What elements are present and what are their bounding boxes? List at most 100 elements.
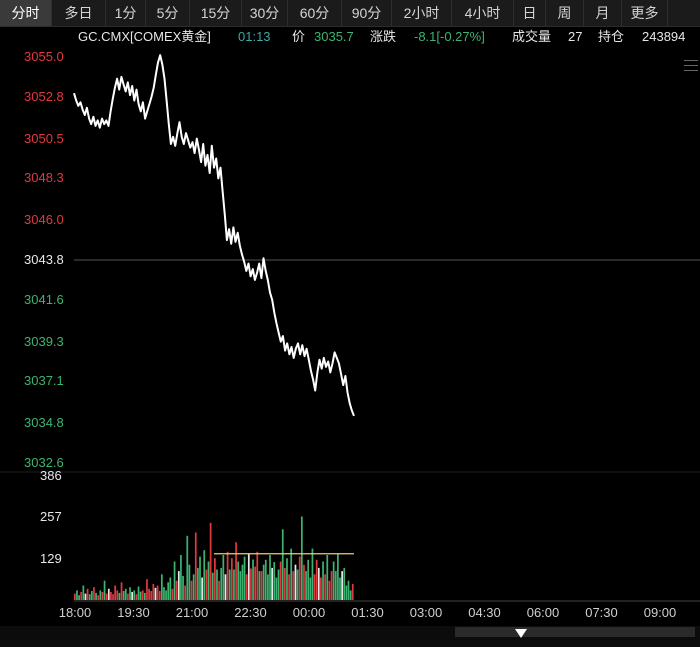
volume-bar — [199, 556, 201, 600]
volume-bar — [267, 574, 269, 600]
time-tick-label: 01:30 — [351, 605, 384, 620]
tab-0[interactable]: 分时 — [0, 0, 52, 26]
price-tick-label: 3037.1 — [24, 373, 64, 389]
price-tick-label: 3052.8 — [24, 88, 64, 104]
tab-3[interactable]: 5分 — [146, 0, 190, 26]
volume-bar — [129, 587, 131, 600]
volume-bar — [317, 567, 320, 600]
volume-bar — [78, 595, 80, 600]
time-tick-label: 09:00 — [643, 605, 677, 620]
volume-bar — [220, 567, 223, 600]
volume-bar — [167, 582, 170, 600]
volume-value: 27 — [568, 29, 583, 44]
change-value: -8.1[-0.27%] — [414, 29, 485, 44]
price-tick-label: 3050.5 — [24, 130, 64, 146]
time-tick-label: 22:30 — [234, 605, 267, 620]
tab-6[interactable]: 60分 — [288, 0, 342, 26]
volume-bar — [99, 590, 102, 600]
volume-bar — [351, 583, 354, 600]
volume-bar — [218, 580, 220, 600]
price-tick-label: 3041.6 — [24, 291, 64, 307]
volume-bar — [146, 579, 148, 600]
period-tab-bar: 分时 多日 1分 5分 15分 30分 60分 90分 2小时 4小时日周月更多 — [0, 0, 700, 27]
volume-bar — [152, 583, 155, 600]
volume-bar — [262, 564, 265, 600]
volume-bar — [269, 555, 271, 600]
volume-bar — [118, 592, 121, 600]
volume-bar — [345, 585, 348, 600]
volume-bar — [307, 559, 310, 600]
price-tick-label: 3034.8 — [24, 415, 64, 431]
volume-tick-label: 129 — [40, 550, 62, 566]
open-interest-value: 243894 — [642, 29, 686, 44]
volume-bar — [137, 586, 140, 600]
price-tick-label: 3055.0 — [24, 49, 64, 64]
volume-bar — [131, 592, 133, 600]
volume-bar — [192, 574, 195, 600]
volume-bar — [271, 567, 273, 600]
volume-bar — [190, 580, 193, 600]
volume-bar — [226, 551, 229, 600]
volume-bar — [93, 587, 95, 600]
volume-bar — [260, 571, 263, 600]
volume-bar — [101, 592, 104, 600]
volume-bar — [339, 577, 341, 600]
volume-bar — [177, 571, 180, 600]
volume-bar — [241, 564, 244, 600]
volume-bar — [343, 567, 346, 600]
tab-9[interactable]: 4小时 — [452, 0, 514, 26]
volume-bar — [281, 529, 284, 600]
menu-icon[interactable] — [684, 60, 698, 74]
volume-bar — [90, 591, 93, 600]
volume-bar — [135, 594, 138, 600]
time-tick-label: 06:00 — [526, 605, 560, 620]
volume-bar — [245, 574, 248, 600]
volume-bar — [237, 561, 240, 600]
volume-bar — [250, 568, 252, 600]
volume-bar — [120, 582, 123, 600]
tab-8[interactable]: 2小时 — [392, 0, 452, 26]
volume-bar — [194, 532, 197, 600]
volume-bar — [315, 559, 318, 600]
volume-bar — [201, 577, 203, 600]
volume-bar — [233, 569, 235, 600]
volume-bar — [326, 555, 329, 600]
volume-bar — [114, 585, 117, 600]
volume-bar — [186, 535, 189, 600]
volume-bar — [216, 569, 218, 600]
tab-13[interactable]: 更多 — [622, 0, 668, 26]
tab-11[interactable]: 周 — [546, 0, 584, 26]
volume-bar — [148, 588, 150, 600]
price-value: 3035.7 — [314, 29, 354, 44]
tab-5[interactable]: 30分 — [242, 0, 288, 26]
tab-12[interactable]: 月 — [584, 0, 622, 26]
volume-bar — [182, 575, 184, 600]
volume-bar — [154, 587, 157, 600]
volume-bar — [105, 593, 108, 600]
volume-bar — [332, 561, 335, 600]
volume-bar — [97, 595, 100, 600]
volume-bar — [173, 561, 176, 600]
volume-bar — [139, 591, 142, 600]
volume-bar — [180, 555, 182, 600]
volume-bar — [292, 571, 295, 600]
volume-bar — [169, 577, 172, 600]
tab-1[interactable]: 多日 — [52, 0, 106, 26]
time-scrollbar[interactable] — [455, 627, 695, 637]
volume-bar — [320, 577, 322, 600]
volume-bar — [347, 580, 350, 600]
volume-bar — [203, 550, 206, 600]
tab-7[interactable]: 90分 — [342, 0, 392, 26]
volume-bar — [286, 558, 288, 600]
volume-bar — [254, 566, 257, 600]
tab-4[interactable]: 15分 — [190, 0, 242, 26]
volume-bar — [303, 564, 305, 600]
time-tick-label: 04:30 — [468, 605, 501, 620]
volume-bar — [209, 522, 212, 600]
tab-2[interactable]: 1分 — [106, 0, 146, 26]
scroll-marker-icon[interactable] — [513, 628, 529, 640]
tab-10[interactable]: 日 — [514, 0, 546, 26]
volume-bar — [82, 585, 85, 600]
volume-bar — [279, 561, 282, 600]
volume-bar — [228, 569, 231, 600]
